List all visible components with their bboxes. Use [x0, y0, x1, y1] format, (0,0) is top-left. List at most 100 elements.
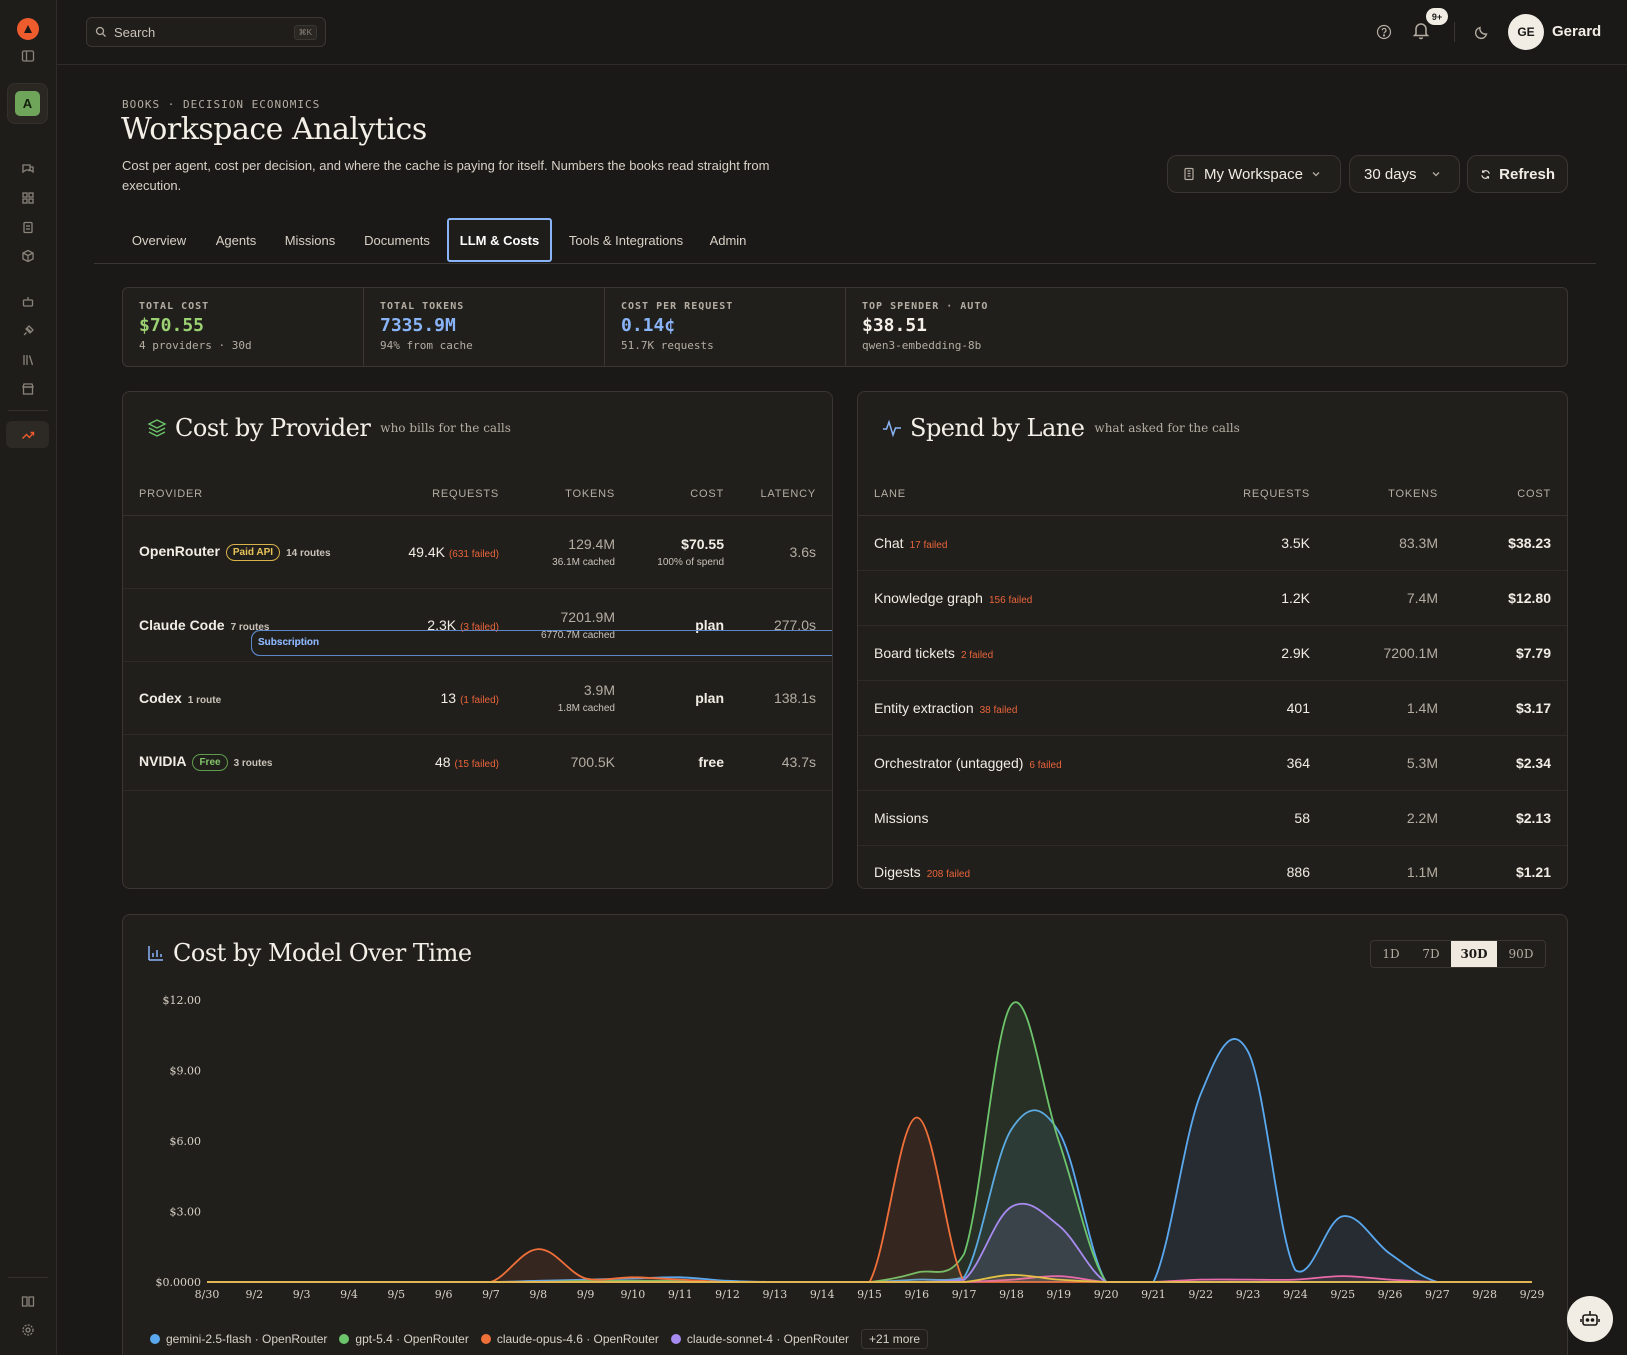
- legend-item[interactable]: claude-sonnet-4 · OpenRouter: [670, 1332, 849, 1346]
- tab-overview[interactable]: Overview: [131, 232, 187, 248]
- column-header[interactable]: REQUESTS: [1188, 474, 1310, 516]
- column-header[interactable]: TOKENS: [499, 474, 615, 516]
- tokens-value: 129.4M: [568, 535, 615, 552]
- analytics-nav-item[interactable]: [6, 421, 49, 448]
- tab-documents[interactable]: Documents: [364, 232, 430, 248]
- page-description: Cost per agent, cost per decision, and w…: [122, 158, 770, 193]
- table-row[interactable]: Digests 208 failed 886 1.1M $1.21: [858, 845, 1567, 888]
- bar-chart-icon: [148, 946, 163, 961]
- y-tick-label: $0.0000: [156, 1276, 202, 1289]
- legend-item[interactable]: claude-opus-4.6 · OpenRouter: [480, 1332, 659, 1346]
- column-header[interactable]: COST: [1438, 474, 1567, 516]
- column-header[interactable]: COST: [615, 474, 724, 516]
- user-avatar[interactable]: GE: [1508, 14, 1544, 50]
- tab-agents[interactable]: Agents: [215, 232, 257, 248]
- kpi-note: 4 providers · 30d: [139, 339, 252, 352]
- kpi-note: qwen3-embedding-8b: [862, 339, 982, 352]
- refresh-button-label: Refresh: [1499, 165, 1555, 183]
- column-header[interactable]: TOKENS: [1310, 474, 1438, 516]
- cost-value: plan: [615, 661, 724, 735]
- x-tick-label: 9/10: [621, 1288, 646, 1301]
- sidebar-toggle-icon[interactable]: [18, 46, 38, 66]
- range-7d[interactable]: 7D: [1422, 947, 1440, 961]
- clipboard-icon[interactable]: [18, 217, 38, 237]
- app-logo-icon[interactable]: [17, 18, 39, 40]
- tab-missions[interactable]: Missions: [284, 232, 336, 248]
- cost-value: $38.23: [1438, 515, 1567, 571]
- failed-count: 6 failed: [1029, 759, 1062, 771]
- top-bar: Search ⌘K 9+ GE Gerard: [57, 0, 1627, 65]
- tokens-value: 3.9M: [583, 681, 615, 698]
- kpi-label: TOP SPENDER · AUTO: [862, 301, 989, 312]
- box-icon[interactable]: [18, 246, 38, 266]
- requests-value: 3.5K: [1188, 515, 1310, 571]
- assistant-button[interactable]: [1567, 1296, 1613, 1342]
- column-header[interactable]: PROVIDER: [123, 474, 393, 516]
- tokens-value: 1.1M: [1310, 845, 1438, 888]
- moon-icon[interactable]: [1472, 22, 1492, 42]
- table-row[interactable]: NVIDIA Free 3 routes 48 (15 failed) 700.5K …: [123, 734, 832, 791]
- table-row[interactable]: Board tickets 2 failed 2.9K 7200.1M $7.79: [858, 625, 1567, 681]
- user-name[interactable]: Gerard: [1552, 23, 1602, 40]
- kpi-note: 51.7K requests: [621, 339, 714, 352]
- tab-llm-costs[interactable]: LLM & Costs: [447, 218, 552, 262]
- table-row[interactable]: OpenRouter Paid API 14 routes 49.4K (631 fa…: [123, 515, 832, 589]
- x-tick-label: 9/17: [952, 1288, 977, 1301]
- range-1d[interactable]: 1D: [1382, 947, 1400, 961]
- series-area-0: [207, 1038, 1532, 1282]
- grid-icon[interactable]: [18, 188, 38, 208]
- tab-tools-integrations[interactable]: Tools & Integrations: [568, 232, 684, 248]
- help-icon[interactable]: [1374, 22, 1394, 42]
- robot-icon[interactable]: [18, 292, 38, 312]
- store-icon[interactable]: [18, 379, 38, 399]
- notification-badge: 9+: [1426, 8, 1448, 25]
- failed-count: 156 failed: [988, 594, 1033, 606]
- range-30d[interactable]: 30D: [1451, 941, 1497, 967]
- search-input[interactable]: Search ⌘K: [86, 17, 326, 47]
- settings-gear-icon[interactable]: [18, 1320, 38, 1340]
- library-icon[interactable]: [18, 350, 38, 370]
- legend-more-button[interactable]: +21 more: [861, 1329, 929, 1349]
- table-row[interactable]: Orchestrator (untagged) 6 failed 364 5.3M $2…: [858, 735, 1567, 791]
- table-row[interactable]: Entity extraction 38 failed 401 1.4M $3.17: [858, 680, 1567, 736]
- legend-item[interactable]: gpt-5.4 · OpenRouter: [339, 1332, 469, 1346]
- x-tick-label: 9/27: [1425, 1288, 1450, 1301]
- book-icon[interactable]: [18, 1291, 38, 1311]
- column-header[interactable]: REQUESTS: [393, 474, 499, 516]
- failed-count: 38 failed: [979, 704, 1018, 716]
- table-row[interactable]: Knowledge graph 156 failed 1.2K 7.4M $12.80: [858, 570, 1567, 626]
- bell-icon[interactable]: [1411, 20, 1431, 40]
- workspace-select[interactable]: My Workspace: [1167, 155, 1341, 193]
- requests-value: 2.9K: [1188, 625, 1310, 681]
- range-90d[interactable]: 90D: [1508, 947, 1534, 961]
- provider-badge: Paid API: [225, 543, 281, 561]
- failed-count: (1 failed): [460, 694, 499, 706]
- chat-icon[interactable]: [18, 159, 38, 179]
- failed-count: (15 failed): [454, 759, 499, 770]
- table-row[interactable]: Codex Subscription 1 route 13 (1 failed) 3.…: [123, 630, 832, 735]
- workspace-switcher[interactable]: A: [7, 83, 48, 124]
- legend-item[interactable]: gemini-2.5-flash · OpenRouter: [150, 1332, 327, 1346]
- card-title: Cost by Provider: [175, 414, 371, 442]
- tokens-value: 7201.9M: [560, 608, 615, 625]
- table-row[interactable]: Missions 58 2.2M $2.13: [858, 790, 1567, 846]
- plug-icon[interactable]: [18, 321, 38, 341]
- robot-icon: [1580, 1311, 1600, 1326]
- kpi-strip: TOTAL COST $70.55 4 providers · 30d TOTA…: [122, 287, 1568, 367]
- x-tick-label: 9/8: [529, 1288, 547, 1301]
- provider-name: NVIDIA: [139, 753, 187, 769]
- tab-admin[interactable]: Admin: [709, 232, 747, 248]
- provider-routes: 1 route: [187, 694, 222, 706]
- column-header[interactable]: LATENCY: [724, 474, 832, 516]
- series-line-5: [207, 1274, 1532, 1283]
- lane-name: Missions: [874, 809, 929, 826]
- cost-value: $1.21: [1438, 845, 1567, 888]
- x-tick-label: 9/5: [387, 1288, 405, 1301]
- refresh-icon: [1481, 169, 1490, 179]
- column-header[interactable]: LANE: [858, 474, 1188, 516]
- refresh-button[interactable]: Refresh: [1467, 155, 1568, 193]
- period-select[interactable]: 30 days: [1349, 155, 1460, 193]
- x-tick-label: 9/11: [668, 1288, 693, 1301]
- x-tick-label: 9/25: [1330, 1288, 1355, 1301]
- table-row[interactable]: Chat 17 failed 3.5K 83.3M $38.23: [858, 515, 1567, 571]
